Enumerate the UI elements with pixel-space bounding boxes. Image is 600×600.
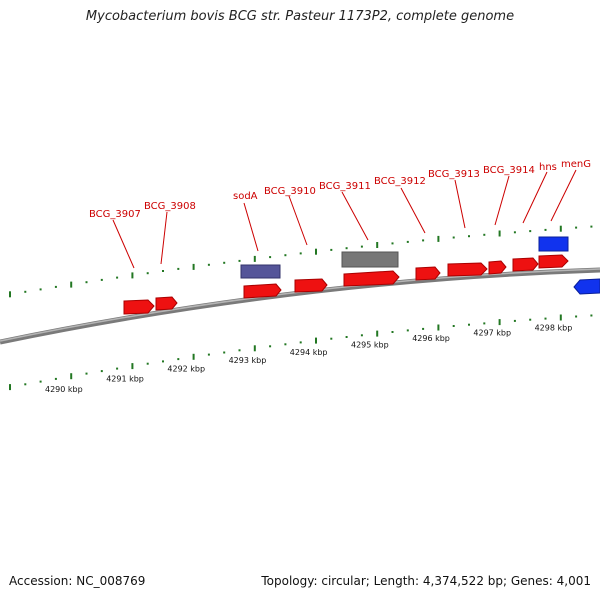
gene-label[interactable]: BCG_3907 (89, 209, 141, 220)
scale-label: 4294 kbp (290, 348, 328, 357)
gene-label[interactable]: sodA (233, 191, 258, 202)
gene-label[interactable]: hns (539, 162, 557, 173)
scale-label: 4296 kbp (412, 334, 450, 343)
scale-label: 4297 kbp (473, 328, 511, 337)
scale-label: 4295 kbp (351, 341, 389, 350)
gene-arrow-BCG-3911[interactable] (343, 270, 400, 287)
gene-arrow-menG[interactable] (538, 254, 569, 269)
gene-arrow-BCG-3907[interactable] (123, 299, 155, 315)
scale-label: 4292 kbp (167, 365, 205, 374)
feature-track (123, 236, 600, 315)
gene-arrow-sodA[interactable] (243, 283, 282, 299)
misc-feature-box[interactable] (240, 264, 281, 279)
genome-backbone (0, 267, 600, 345)
gene-arrow-BCG-3912[interactable] (415, 266, 441, 281)
scale-label-row: 4290 kbp 4291 kbp 4292 kbp 4293 kbp 4294 kbp… (45, 323, 572, 393)
inner-tick-row (9, 314, 593, 391)
gene-label[interactable]: menG (561, 159, 591, 170)
other-feature-box[interactable] (341, 251, 399, 268)
scale-label: 4298 kbp (535, 323, 573, 332)
gene-arrow-BCG-3913b[interactable] (488, 260, 507, 275)
gene-arrow-BCG-3914[interactable] (512, 257, 539, 272)
reverse-gene-box-hns[interactable] (538, 236, 569, 252)
gene-label[interactable]: BCG_3911 (319, 181, 371, 192)
gene-label[interactable]: BCG_3912 (374, 176, 426, 187)
genome-summary: Topology: circular; Length: 4,374,522 bp… (261, 574, 591, 588)
gene-label[interactable]: BCG_3913 (428, 169, 480, 180)
gene-arrow-BCG-3910[interactable] (294, 278, 328, 293)
gene-label[interactable]: BCG_3908 (144, 201, 196, 212)
gene-label-group: BCG_3907 BCG_3908 sodA BCG_3910 BCG_3911… (89, 159, 591, 220)
label-leaders (112, 169, 577, 269)
gene-arrow-BCG-3908[interactable] (155, 296, 178, 311)
gene-label[interactable]: BCG_3910 (264, 186, 316, 197)
gene-label[interactable]: BCG_3914 (483, 165, 535, 176)
scale-label: 4291 kbp (106, 374, 144, 383)
scale-label: 4290 kbp (45, 385, 83, 394)
reverse-gene-arrow[interactable] (573, 278, 600, 295)
map-title: Mycobacterium bovis BCG str. Pasteur 117… (85, 9, 515, 24)
gene-arrow-BCG-3913[interactable] (447, 262, 488, 277)
outer-tick-row (9, 225, 593, 298)
accession-label: Accession: NC_008769 (9, 574, 146, 588)
scale-label: 4293 kbp (229, 356, 267, 365)
